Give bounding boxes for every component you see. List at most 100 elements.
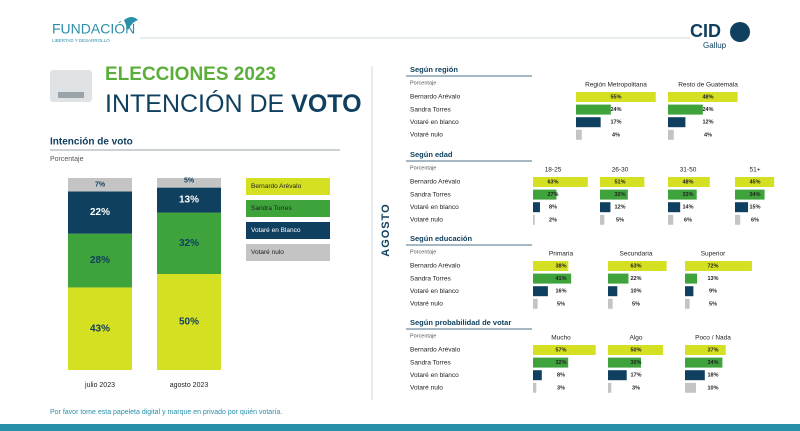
legend-label: Votaré nulo (251, 249, 284, 256)
footer-note: Por favor tome esta papeleta digital y m… (50, 409, 282, 416)
value-label: 37% (707, 347, 718, 353)
value-label: 13% (179, 195, 199, 206)
value-label: 6% (751, 217, 759, 223)
value-label: 22% (90, 207, 110, 218)
panel-title: Según región (410, 65, 458, 74)
panel-subtitle: Porcentaje (410, 333, 436, 339)
column-header: 18-25 (545, 167, 562, 174)
value-label: 30% (630, 360, 641, 366)
value-label: 32% (614, 192, 625, 198)
x-tick-label: agosto 2023 (170, 382, 209, 389)
value-label: 72% (707, 263, 718, 269)
column-header: Resto de Guatemala (678, 82, 738, 89)
bar (533, 214, 535, 225)
value-label: 32% (555, 360, 566, 366)
bar (735, 189, 765, 200)
bar (608, 357, 641, 368)
panel-title: Según educación (410, 234, 473, 243)
main-title-bold: VOTO (291, 90, 361, 118)
brand-sub: Gallup (703, 41, 727, 50)
bar (600, 202, 611, 213)
row-label: Sandra Torres (410, 191, 451, 198)
bar (600, 214, 605, 225)
value-label: 22% (630, 276, 641, 282)
ballot-slot (58, 92, 84, 98)
bar (735, 177, 775, 187)
bar (668, 177, 710, 187)
value-label: 8% (557, 373, 565, 379)
column-header: Primaria (549, 251, 574, 258)
value-label: 6% (684, 217, 692, 223)
value-label: 32% (179, 238, 199, 249)
row-label: Votaré nulo (410, 301, 443, 308)
row-label: Votaré en blanco (410, 288, 459, 295)
column-header: Poco / Nada (695, 335, 731, 342)
legend-swatch (246, 222, 330, 239)
value-label: 51% (614, 179, 625, 185)
bar (533, 286, 548, 297)
legend-swatch (246, 244, 330, 261)
value-label: 48% (702, 94, 713, 100)
bar (576, 92, 656, 102)
value-label: 41% (555, 276, 566, 282)
bar (668, 117, 686, 128)
bar (576, 117, 601, 128)
value-label: 12% (702, 120, 713, 126)
row-label: Votaré en blanco (410, 119, 459, 126)
bar (685, 261, 752, 271)
row-label: Sandra Torres (410, 275, 451, 282)
value-label: 33% (682, 192, 693, 198)
value-label: 4% (612, 132, 620, 138)
logo-bird (124, 17, 138, 30)
bar (600, 177, 645, 187)
bar (533, 177, 588, 187)
value-label: 34% (707, 360, 718, 366)
brand-globe (730, 22, 750, 42)
bar-segment (68, 178, 132, 192)
bar (608, 345, 663, 355)
row-label: Bernardo Arévalo (410, 94, 461, 101)
column-header: 26-30 (612, 167, 629, 174)
column-header: Algo (629, 335, 642, 342)
panel-subtitle: Porcentaje (410, 80, 436, 86)
row-label: Votaré nulo (410, 385, 443, 392)
row-label: Sandra Torres (410, 359, 451, 366)
logo: FUNDACIÓN (52, 21, 135, 37)
side-label: AGOSTO (380, 203, 392, 256)
bar-segment (157, 178, 221, 188)
row-label: Bernardo Arévalo (410, 179, 461, 186)
bar (735, 202, 749, 213)
column-header: Región Metropolitana (585, 82, 647, 89)
bar (533, 345, 596, 355)
bar (608, 370, 627, 381)
value-label: 43% (90, 323, 110, 334)
bar (533, 261, 569, 271)
bar (685, 345, 726, 355)
value-label: 7% (95, 181, 106, 188)
value-label: 57% (555, 347, 566, 353)
row-label: Bernardo Arévalo (410, 263, 461, 270)
bar (685, 286, 694, 297)
bar (608, 298, 613, 309)
row-label: Sandra Torres (410, 106, 451, 113)
bar (668, 92, 738, 102)
row-label: Votaré nulo (410, 132, 443, 139)
row-label: Votaré en blanco (410, 204, 459, 211)
bar (608, 273, 629, 284)
value-label: 45% (749, 179, 760, 185)
value-label: 8% (549, 205, 557, 211)
bar (608, 286, 618, 297)
row-label: Votaré nulo (410, 217, 443, 224)
bar (685, 273, 698, 284)
logo-tagline: LIBERTAD Y DESARROLLO (52, 38, 110, 43)
value-label: 55% (610, 94, 621, 100)
value-label: 18% (707, 373, 718, 379)
panel-title: Según probabilidad de votar (410, 318, 511, 327)
bar (576, 104, 611, 115)
x-tick-label: julio 2023 (84, 382, 115, 389)
main-title-light: INTENCIÓN DE (105, 89, 284, 118)
legend-label: Votaré en Blanco (251, 227, 301, 234)
